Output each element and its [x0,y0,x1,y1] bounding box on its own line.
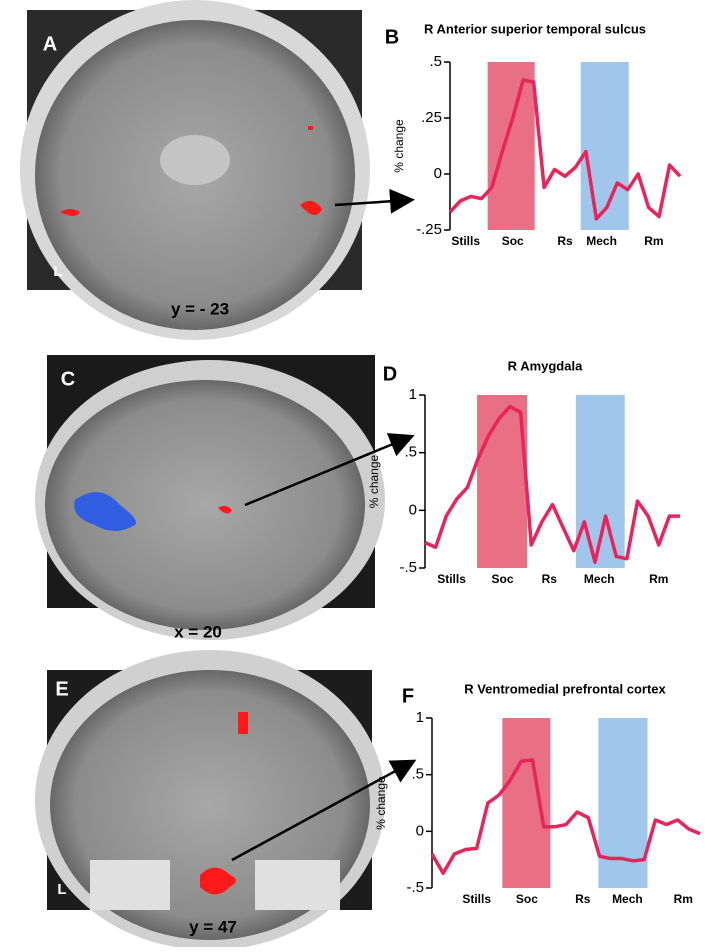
data-line [448,78,682,221]
x-tick-label: Stills [462,892,491,906]
y-tick-label: -.5 [406,879,424,896]
panel-label: F [402,685,414,707]
brain-image [35,650,385,950]
slice-caption: y = - 23 [171,299,229,318]
y-tick-label: .5 [411,766,424,783]
y-tick-label: 1 [409,386,417,403]
x-tick-label: Rs [542,572,558,586]
side-label: L [57,881,66,898]
arrow [334,188,415,214]
arrow [244,433,415,507]
x-tick-label: Mech [612,892,643,906]
chart-title: R Anterior superior temporal sulcus [424,21,646,36]
arrow [231,759,417,862]
y-tick-label: .25 [421,109,442,126]
condition-span [487,62,535,230]
data-line [430,758,701,876]
y-axis-label: % change [374,776,388,830]
x-tick-label: Rm [644,234,663,248]
data-line [424,404,680,564]
chart-title: R Ventromedial prefrontal cortex [464,681,666,696]
y-tick-label: .5 [404,444,417,461]
x-tick-label: Mech [586,234,617,248]
chart-title: R Amygdala [508,358,583,373]
brain-image [20,0,370,340]
y-tick-label: 0 [409,501,417,518]
panel-label: D [383,363,397,385]
slice-caption: x = 20 [174,622,222,641]
y-tick-label: -.25 [416,221,442,238]
x-tick-label: Rm [649,572,668,586]
y-tick-label: 0 [434,165,442,182]
x-tick-label: Stills [451,234,480,248]
y-tick-label: -.5 [399,559,417,576]
x-tick-label: Rs [557,234,573,248]
x-tick-label: Mech [584,572,615,586]
y-axis-label: % change [367,454,381,508]
panel-label: B [385,26,399,48]
x-tick-label: Rm [674,892,693,906]
panel-label: C [61,368,75,390]
x-tick-label: Rs [575,892,591,906]
x-tick-label: Soc [502,234,524,248]
panel-label: A [43,33,57,55]
x-tick-label: Soc [516,892,538,906]
slice-caption: y = 47 [189,917,237,936]
condition-span [502,718,551,888]
y-tick-label: 1 [416,709,424,726]
y-axis-label: % change [392,119,406,173]
panel-label: E [55,678,68,700]
condition-span [580,62,629,230]
condition-span [598,718,648,888]
x-tick-label: Soc [492,572,514,586]
x-tick-label: Stills [437,572,466,586]
y-tick-label: 0 [416,822,424,839]
condition-span [477,395,527,568]
side-label: L [53,263,62,280]
y-tick-label: .5 [429,53,442,70]
brain-image [35,355,385,640]
